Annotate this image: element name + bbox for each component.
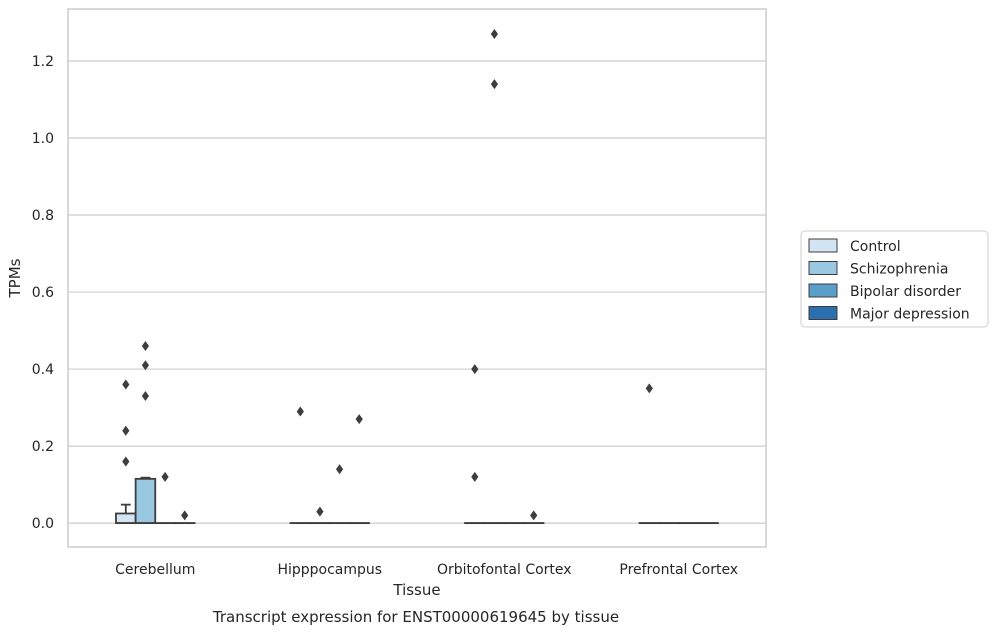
outlier-marker [296, 406, 304, 417]
box-bipolar-disorder [328, 464, 351, 525]
x-tick-label: Hipppocampus [277, 562, 382, 578]
box-major-depression [348, 414, 370, 525]
legend: Control Schizophrenia Bipolar disorder Majo… [800, 230, 989, 328]
legend-frame [800, 230, 989, 328]
y-tick-label: 0.4 [32, 362, 54, 378]
box-control [289, 406, 312, 525]
box-control [115, 379, 137, 525]
legend-label: Major depression [850, 307, 970, 323]
box-schizophrenia [483, 29, 506, 525]
outlier-marker [490, 29, 499, 40]
outlier-marker [645, 383, 653, 394]
outlier-marker [355, 414, 363, 425]
legend-swatch [808, 238, 838, 253]
legend-label: Schizophrenia [850, 262, 948, 278]
box-control [464, 364, 486, 525]
outlier-marker [181, 510, 189, 521]
legend-label: Bipolar disorder [850, 284, 961, 300]
outlier-marker [471, 471, 479, 482]
chart-caption: Transcript expression for ENST0000061964… [212, 608, 619, 626]
box-control [638, 383, 661, 525]
outlier-marker [490, 79, 499, 90]
y-tick-label: 1.0 [32, 131, 54, 147]
gridlines [68, 60, 766, 524]
legend-swatch [808, 306, 838, 320]
plot-frame [67, 8, 767, 548]
box-body [115, 512, 137, 525]
outlier-marker [141, 360, 150, 371]
x-tick-label: Cerebellum [115, 562, 195, 578]
outlier-marker [335, 464, 344, 475]
x-axis-title: Tissue [392, 581, 440, 599]
box-bipolar-disorder [154, 471, 176, 525]
y-tick-label: 0.0 [32, 516, 54, 532]
y-tick-label: 0.6 [32, 285, 54, 301]
box-major-depression [173, 510, 196, 525]
outlier-marker [122, 379, 130, 390]
outlier-marker [122, 456, 130, 467]
outlier-marker [141, 340, 150, 351]
x-axis-ticks: Cerebellum Hipppocampus Orbitofontal Corte… [115, 562, 738, 578]
box-major-depression [522, 510, 545, 525]
y-tick-label: 0.2 [32, 439, 54, 455]
y-axis-ticks: 0.0 0.2 0.4 0.6 0.8 1.0 1.2 [32, 54, 54, 532]
y-tick-label: 1.2 [32, 54, 54, 70]
legend-label: Control [850, 239, 901, 255]
outlier-marker [316, 506, 324, 517]
box-body [134, 477, 157, 525]
outlier-marker [530, 510, 538, 521]
legend-swatch [808, 261, 838, 275]
y-tick-label: 0.8 [32, 208, 54, 224]
outlier-marker [471, 364, 479, 375]
legend-swatch [808, 283, 838, 298]
x-tick-label: Orbitofontal Cortex [437, 562, 572, 578]
box-schizophrenia [309, 506, 331, 525]
outlier-marker [161, 471, 169, 482]
box-schizophrenia [134, 340, 157, 525]
x-tick-label: Prefrontal Cortex [619, 562, 738, 578]
y-axis-title: TPMs [6, 258, 24, 298]
outlier-marker [141, 391, 150, 402]
boxes-layer [115, 29, 719, 525]
outlier-marker [122, 425, 130, 436]
